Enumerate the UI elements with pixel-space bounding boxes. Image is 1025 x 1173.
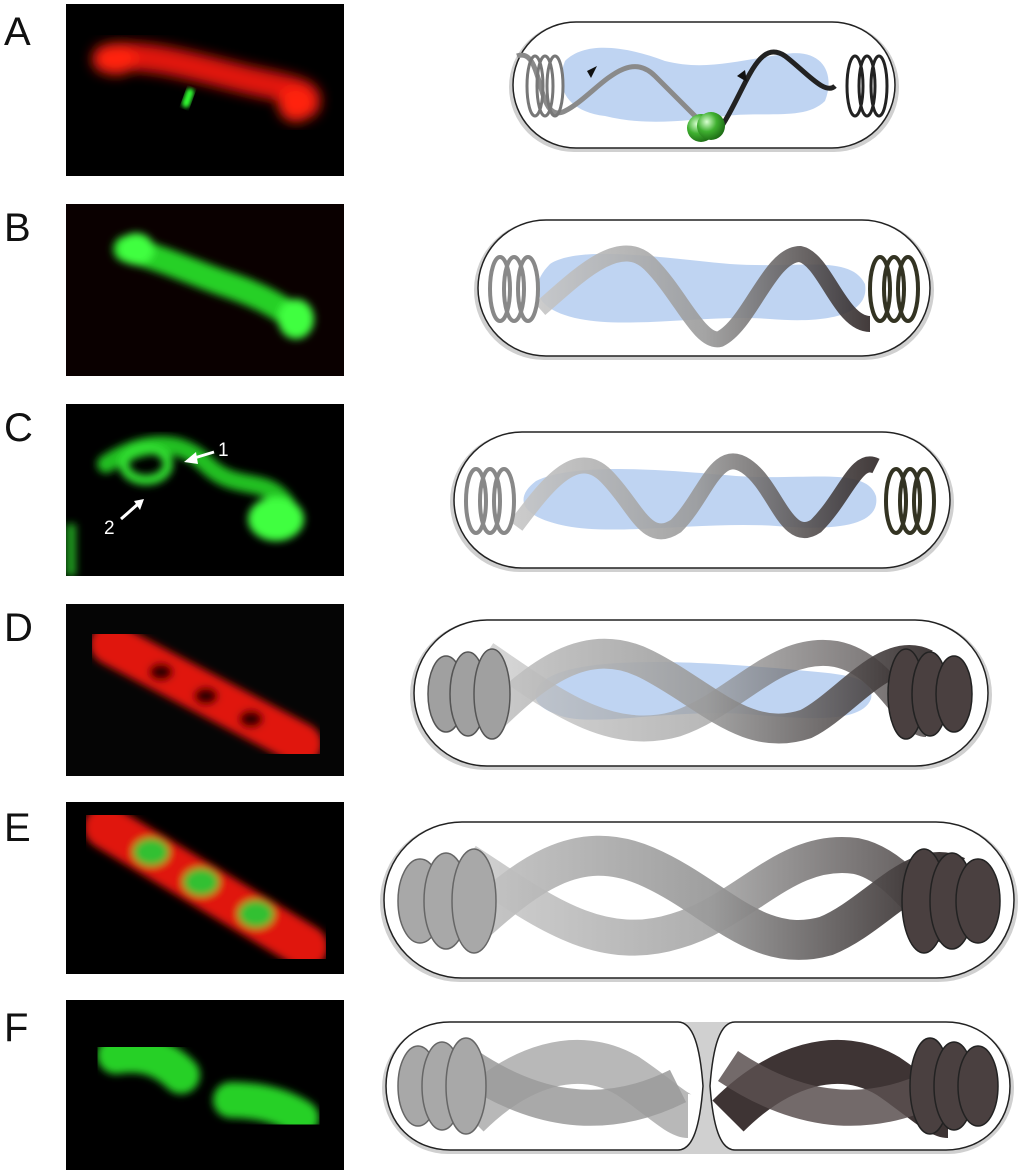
panel-letter: E xyxy=(4,806,31,850)
cell-diagram-b xyxy=(470,214,940,364)
micrograph-e xyxy=(66,802,344,974)
micrograph-a xyxy=(66,4,344,176)
micrograph-d xyxy=(66,604,344,776)
annotation-label: 2 xyxy=(104,518,115,539)
panel-a: A xyxy=(0,0,1025,190)
panel-b: B xyxy=(0,196,1025,386)
annotation-arrow-2: 2 xyxy=(104,499,144,539)
cell-diagram-a xyxy=(505,16,905,156)
cell-diagram-c xyxy=(446,426,958,576)
cell-diagram-d xyxy=(406,614,996,774)
micrograph-f xyxy=(66,1000,344,1170)
panel-letter: F xyxy=(4,1006,29,1050)
panel-letter: C xyxy=(4,406,33,450)
panel-e: E xyxy=(0,800,1025,990)
cell-diagram-f xyxy=(378,1016,1018,1156)
cell-diagram-e xyxy=(376,816,1022,986)
annotation-label: 1 xyxy=(218,440,229,461)
panel-d: D xyxy=(0,596,1025,786)
panel-letter: A xyxy=(4,10,31,54)
micrograph-c: 1 2 xyxy=(66,404,344,576)
micrograph-b xyxy=(66,204,344,376)
annotation-arrow-1: 1 xyxy=(184,440,229,464)
panel-letter: D xyxy=(4,606,33,650)
panel-letter: B xyxy=(4,206,31,250)
panel-c: C 1 2 xyxy=(0,396,1025,586)
panel-f: F xyxy=(0,1000,1025,1173)
